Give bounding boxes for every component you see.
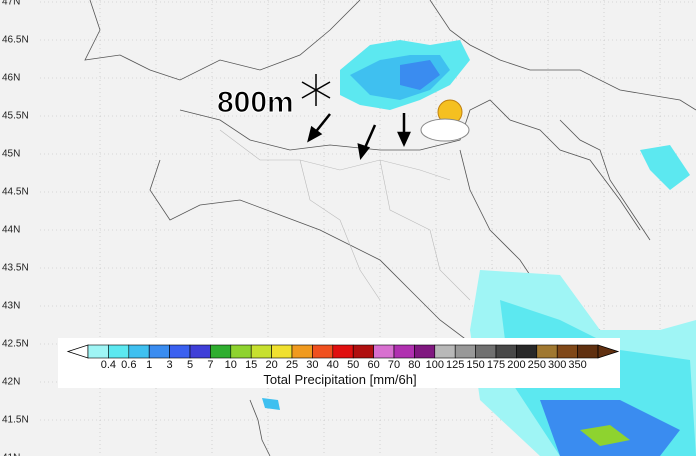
colorbar-label: 3 <box>167 359 173 371</box>
colorbar-label: 60 <box>367 359 379 371</box>
colorbar-box <box>291 344 313 359</box>
colorbar-box <box>454 344 476 359</box>
colorbar-box <box>128 344 150 359</box>
colorbar-box <box>352 344 374 359</box>
latitude-label: 42.5N <box>2 339 29 350</box>
colorbar-label: 175 <box>487 359 505 371</box>
latitude-label: 44.5N <box>2 187 29 198</box>
colorbar-label: 80 <box>408 359 420 371</box>
colorbar-title: Total Precipitation [mm/6h] <box>263 372 416 387</box>
colorbar-box <box>475 344 497 359</box>
colorbar-label: 300 <box>548 359 566 371</box>
colorbar-box <box>393 344 415 359</box>
colorbar-box <box>108 344 130 359</box>
altitude-label: 800m <box>217 86 294 119</box>
colorbar-box <box>271 344 293 359</box>
latitude-label: 41.5N <box>2 415 29 426</box>
colorbar-box <box>332 344 354 359</box>
colorbar-box <box>87 344 109 359</box>
colorbar-label: 50 <box>347 359 359 371</box>
sun-cloud-icon <box>420 99 470 142</box>
latitude-label: 46N <box>2 73 20 84</box>
colorbar-label: 40 <box>327 359 339 371</box>
colorbar-box <box>148 344 170 359</box>
colorbar-box <box>312 344 334 359</box>
colorbar-label: 10 <box>225 359 237 371</box>
latitude-label: 43N <box>2 301 20 312</box>
colorbar-label: 250 <box>528 359 546 371</box>
colorbar-box <box>210 344 232 359</box>
colorbar-box <box>189 344 211 359</box>
colorbar-box <box>169 344 191 359</box>
latitude-label: 45.5N <box>2 111 29 122</box>
colorbar-label: 0.6 <box>121 359 136 371</box>
arrows <box>307 113 411 161</box>
colorbar-label: 0.4 <box>101 359 116 371</box>
colorbar-label: 70 <box>388 359 400 371</box>
colorbar-label: 15 <box>245 359 257 371</box>
colorbar: 0.4 0.6 1 3 5 7 10 15 20 25 30 40 50 60 70 80 100 125 150 1… <box>66 344 620 371</box>
colorbar-end <box>597 344 620 359</box>
colorbar-box <box>434 344 456 359</box>
latitude-label: 44N <box>2 225 20 236</box>
colorbar-box <box>250 344 272 359</box>
colorbar-box <box>230 344 252 359</box>
latitude-label: 42N <box>2 377 20 388</box>
colorbar-label: 150 <box>466 359 484 371</box>
colorbar-box <box>577 344 599 359</box>
colorbar-box <box>556 344 578 359</box>
latitude-label: 41N <box>2 453 20 456</box>
colorbar-label: 5 <box>187 359 193 371</box>
latitude-labels: 47N 46.5N 46N 45.5N 45N 44.5N 44N 43.5N 43N 42.5N… <box>2 0 29 456</box>
colorbar-box <box>373 344 395 359</box>
colorbar-label: 25 <box>286 359 298 371</box>
colorbar-box <box>516 344 538 359</box>
colorbar-label: 7 <box>207 359 213 371</box>
colorbar-box <box>495 344 517 359</box>
colorbar-label: 20 <box>265 359 277 371</box>
colorbar-box <box>414 344 436 359</box>
colorbar-label: 30 <box>306 359 318 371</box>
latitude-label: 46.5N <box>2 35 29 46</box>
snowflake-icon <box>301 74 331 106</box>
latitude-label: 43.5N <box>2 263 29 274</box>
colorbar-label: 100 <box>426 359 444 371</box>
colorbar-label: 125 <box>446 359 464 371</box>
colorbar-label: 1 <box>146 359 152 371</box>
colorbar-box <box>536 344 558 359</box>
latitude-label: 45N <box>2 149 20 160</box>
colorbar-label: 200 <box>507 359 525 371</box>
colorbar-label: 350 <box>568 359 586 371</box>
latitude-label: 47N <box>2 0 20 8</box>
